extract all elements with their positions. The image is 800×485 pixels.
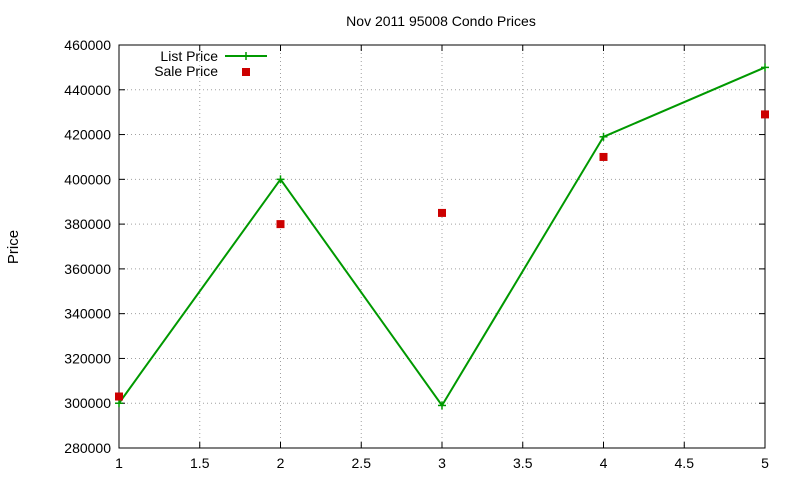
list-price-point (599, 132, 608, 141)
list-price-point (115, 399, 123, 408)
y-tick-label: 360000 (64, 261, 111, 277)
y-tick-label: 440000 (64, 82, 111, 98)
sale-price-point (761, 110, 769, 119)
y-tick-label: 300000 (64, 395, 111, 411)
x-tick-label: 2.5 (352, 455, 372, 471)
sale-price-point (438, 208, 446, 217)
y-axis-label: Price (5, 230, 22, 264)
grid (119, 45, 765, 448)
list-price-point (276, 175, 285, 184)
list-price-point (761, 63, 769, 72)
legend-label-sale-price: Sale Price (154, 63, 218, 79)
x-tick-label: 4 (600, 455, 608, 471)
series (115, 63, 769, 410)
x-tick-label: 2 (277, 455, 285, 471)
y-tick-label: 380000 (64, 216, 111, 232)
x-tick-label: 4.5 (675, 455, 695, 471)
x-tick-label: 1 (115, 455, 123, 471)
axis-ticks: 1 1.5 2 2.5 3 3.5 4 4.5 5 280000 300000 320000 34000… (64, 37, 769, 471)
series-line-list-price (118, 66, 766, 408)
legend-marker-sale-price (242, 68, 250, 76)
y-tick-label: 320000 (64, 350, 111, 366)
sale-price-point (276, 220, 285, 229)
x-tick-label: 3.5 (513, 455, 533, 471)
x-tick-label: 5 (761, 455, 769, 471)
sale-price-point (115, 392, 123, 401)
y-tick-label: 400000 (64, 171, 111, 187)
list-price-point (438, 401, 446, 410)
y-tick-label: 280000 (64, 440, 111, 456)
y-tick-label: 420000 (64, 127, 111, 143)
legend-label-list-price: List Price (160, 48, 218, 64)
x-tick-label: 3 (438, 455, 446, 471)
y-tick-label: 340000 (64, 306, 111, 322)
x-tick-label: 1.5 (190, 455, 210, 471)
y-tick-label: 460000 (64, 37, 111, 53)
chart-title: Nov 2011 95008 Condo Prices (346, 13, 536, 29)
legend-marker-list-price (242, 52, 250, 60)
sale-price-point (599, 152, 608, 161)
